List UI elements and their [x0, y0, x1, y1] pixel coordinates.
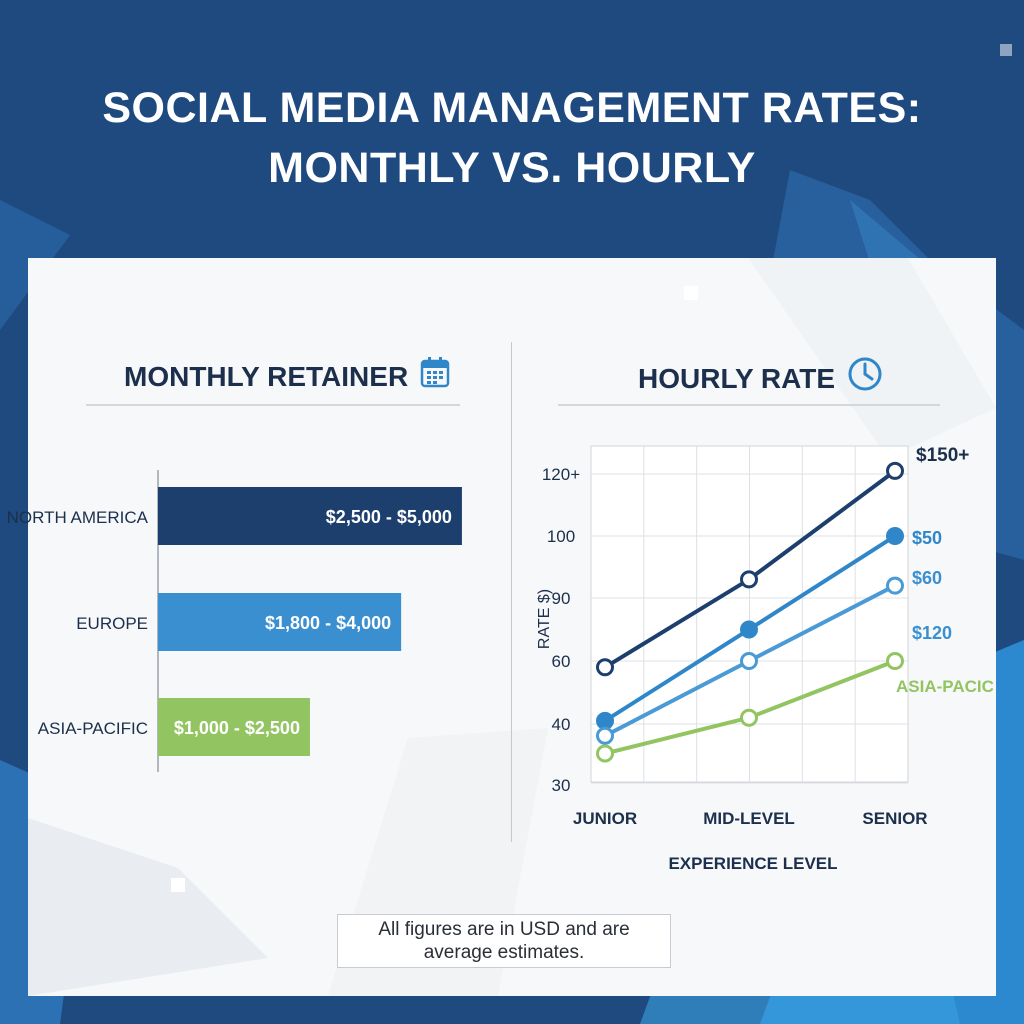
y-tick-label: 30 — [552, 776, 571, 795]
series-end-label: $50 — [912, 528, 942, 548]
extra-rate-label: $120 — [912, 623, 952, 643]
bar-category-label: NORTH AMERICA — [7, 508, 149, 527]
data-point — [886, 461, 904, 480]
clock-icon — [847, 356, 883, 401]
bar-value-label: $2,500 - $5,000 — [326, 507, 452, 527]
y-tick-label: 60 — [552, 652, 571, 671]
footnote-line-2: average estimates. — [423, 942, 585, 963]
bar — [158, 698, 310, 756]
series-end-label: ASIA-PACIC — [896, 677, 994, 696]
data-point — [740, 620, 758, 639]
bar — [158, 593, 402, 651]
data-point — [596, 744, 614, 763]
charts-canvas: $2,500 - $5,000 NORTH AMERICA $1,800 - $4,… — [7, 445, 994, 873]
data-point — [596, 726, 614, 745]
data-point — [596, 711, 614, 730]
data-point — [740, 570, 758, 589]
bar-value-label: $1,000 - $2,500 — [174, 718, 300, 738]
x-tick-label: SENIOR — [862, 809, 927, 828]
y-tick-label: 90 — [552, 589, 571, 608]
calendar-icon — [420, 356, 450, 397]
chart-panel: MONTHLY RETAINER HOURLY RATE — [7, 258, 996, 996]
section-divider — [511, 342, 512, 842]
series-end-label: $60 — [912, 568, 942, 588]
title-line-1: SOCIAL MEDIA MANAGEMENT RATES: — [102, 84, 922, 132]
x-tick-label: MID-LEVEL — [703, 809, 795, 828]
bar — [158, 487, 462, 545]
hourly-section-title: HOURLY RATE — [638, 356, 883, 401]
data-point — [596, 658, 614, 677]
data-point — [740, 652, 758, 670]
data-point — [886, 527, 904, 545]
bar-category-label: EUROPE — [76, 614, 148, 633]
bar-value-label: $1,800 - $4,000 — [265, 613, 391, 633]
monthly-title-rule — [86, 404, 460, 406]
y-tick-label: 40 — [552, 715, 571, 734]
monthly-section-title: MONTHLY RETAINER — [124, 356, 450, 397]
bar-category-label: ASIA-PACIFIC — [38, 719, 148, 738]
footnote-box: All figures are in USD and are average e… — [337, 914, 671, 968]
y-axis-label: RATE $) — [536, 589, 553, 649]
hourly-title-text: HOURLY RATE — [638, 362, 836, 394]
page-title: SOCIAL MEDIA MANAGEMENT RATES: MONTHLY V… — [0, 78, 1024, 198]
x-axis-label: EXPERIENCE LEVEL — [668, 854, 837, 873]
data-point — [886, 652, 904, 670]
x-tick-label: JUNIOR — [573, 809, 637, 828]
hourly-title-rule — [558, 404, 940, 406]
monthly-title-text: MONTHLY RETAINER — [124, 360, 409, 392]
series-end-label: $150+ — [916, 445, 969, 466]
data-point — [740, 708, 758, 727]
footnote-line-1: All figures are in USD and are — [378, 919, 630, 940]
title-line-2: MONTHLY VS. HOURLY — [268, 144, 756, 192]
data-point — [886, 576, 904, 595]
y-tick-label: 120+ — [542, 465, 580, 484]
y-tick-label: 100 — [547, 527, 575, 546]
